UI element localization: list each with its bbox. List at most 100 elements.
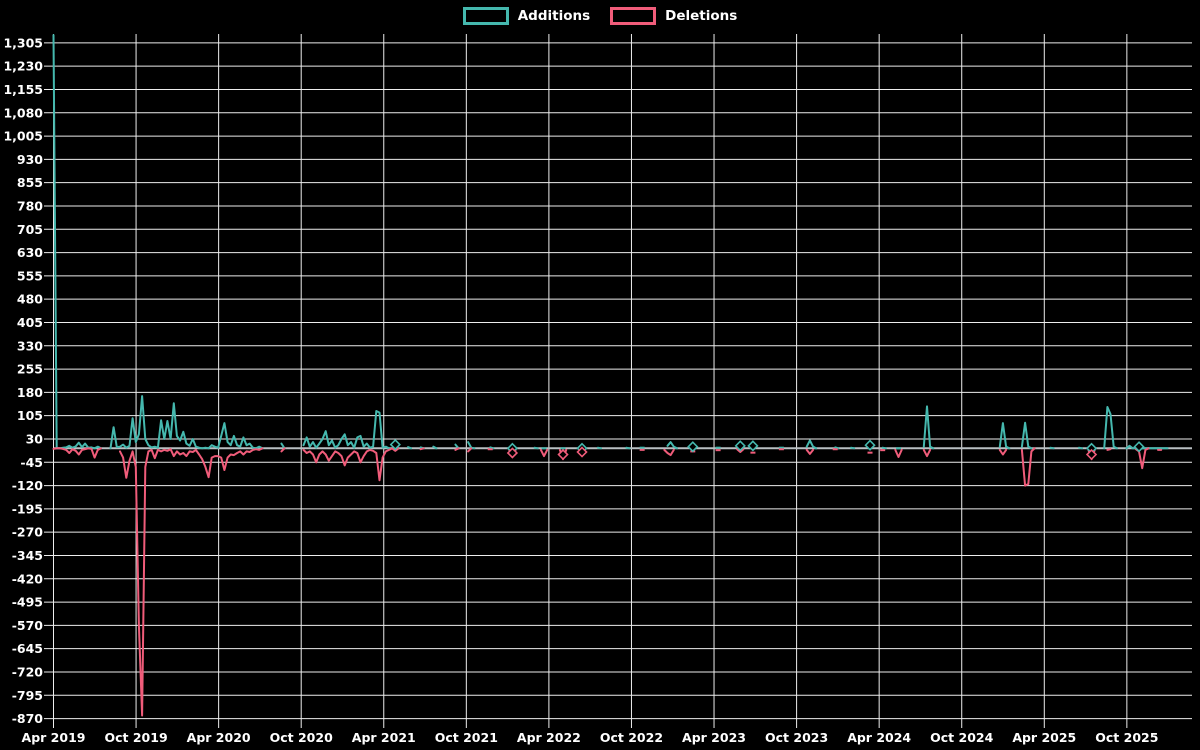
y-axis-tick-label: 1,155: [3, 82, 43, 97]
y-axis-tick-label: -795: [12, 688, 43, 703]
x-axis-tick-label: Oct 2025: [1095, 730, 1158, 745]
x-axis-tick-label: Apr 2023: [682, 730, 746, 745]
y-axis-tick-label: 1,305: [3, 35, 43, 50]
y-axis-tick-label: -120: [12, 478, 44, 493]
additions-line-segment: [489, 446, 495, 450]
x-axis-tick-label: Apr 2022: [517, 730, 581, 745]
additions-line-segment: [1103, 406, 1118, 450]
x-axis-tick-label: Oct 2023: [765, 730, 828, 745]
legend-label-additions: Additions: [517, 8, 591, 24]
deletions-line-segment: [52, 447, 102, 459]
deletions-line-segment: [736, 448, 745, 453]
deletions-line-segment: [467, 447, 473, 453]
additions-line-segment: [302, 410, 400, 450]
additions-line-segment: [1125, 444, 1169, 450]
deletions-line-segment: [663, 448, 675, 457]
additions-point-marker: [747, 440, 759, 452]
y-axis-tick-label: 1,080: [3, 105, 43, 120]
additions-line-segment: [850, 446, 856, 450]
y-axis-tick-label: 555: [17, 268, 43, 283]
additions-line-segment: [596, 446, 602, 450]
legend-item-additions[interactable]: Additions: [462, 7, 591, 25]
x-axis-tick-label: Apr 2020: [187, 730, 251, 745]
chart-legend: Additions Deletions: [0, 7, 1200, 25]
y-axis-tick-label: -720: [12, 664, 44, 679]
additions-line-segment: [998, 422, 1011, 450]
deletions-line-segment: [998, 448, 1008, 456]
legend-item-deletions[interactable]: Deletions: [610, 7, 737, 25]
y-axis-tick-label: -570: [12, 618, 44, 633]
deletions-line-segment: [302, 447, 400, 482]
y-axis-tick-label: 30: [26, 431, 44, 446]
y-axis-tick-label: -45: [20, 455, 43, 470]
deletions-point-marker: [557, 448, 569, 461]
additions-line-segment: [1020, 421, 1033, 450]
additions-line-segment: [805, 439, 818, 450]
additions-swatch-icon: [462, 7, 509, 25]
y-axis-tick-label: 855: [17, 175, 43, 190]
deletions-line-segment: [419, 447, 425, 451]
deletions-line-segment: [539, 448, 549, 458]
deletions-line-segment: [894, 448, 903, 458]
x-axis-tick-label: Apr 2019: [22, 730, 86, 745]
additions-line-segment: [533, 446, 539, 450]
legend-label-deletions: Deletions: [665, 8, 738, 24]
x-axis-tick-label: Oct 2022: [600, 730, 663, 745]
deletions-swatch-icon: [610, 7, 657, 25]
additions-line-segment: [432, 445, 438, 450]
additions-point-marker: [687, 441, 699, 453]
additions-point-marker: [864, 439, 876, 451]
additions-line-segment: [407, 446, 413, 450]
additions-point-marker: [734, 440, 746, 452]
additions-point-marker: [1133, 441, 1145, 453]
x-axis-tick-label: Apr 2024: [847, 730, 911, 745]
x-axis-tick-label: Oct 2021: [435, 730, 498, 745]
deletions-line-segment: [1020, 447, 1036, 487]
y-axis-tick-label: 705: [17, 222, 43, 237]
additions-line-segment: [666, 441, 678, 450]
additions-line-segment: [52, 34, 102, 450]
deletions-line-segment: [454, 447, 460, 451]
y-axis-tick-label: 330: [17, 338, 43, 353]
additions-line-segment: [922, 405, 935, 450]
deletions-point-marker: [576, 446, 588, 458]
x-axis-tick-label: Apr 2025: [1012, 730, 1076, 745]
x-axis-tick-label: Oct 2019: [104, 730, 167, 745]
y-axis-tick-label: 930: [17, 152, 43, 167]
y-axis-tick-label: -870: [12, 711, 44, 726]
y-axis-tick-label: 480: [17, 292, 43, 307]
additions-line-segment: [834, 446, 840, 450]
additions-line-segment: [625, 446, 631, 450]
x-axis-tick-label: Oct 2024: [930, 730, 993, 745]
deletions-point-marker: [506, 447, 519, 459]
y-axis-tick-label: 105: [17, 408, 43, 423]
deletions-line-segment: [1106, 448, 1112, 451]
additions-point-marker: [389, 438, 401, 451]
y-axis-tick-label: 255: [17, 362, 43, 377]
y-axis-tick-label: -270: [12, 525, 44, 540]
deletions-line-segment: [1134, 447, 1150, 470]
y-axis-tick-label: 180: [17, 385, 43, 400]
deletions-line-segment: [280, 447, 286, 453]
y-axis-tick-label: 630: [17, 245, 43, 260]
additions-line-segment: [1049, 446, 1055, 450]
y-axis-tick-label: 1,005: [3, 129, 43, 144]
y-axis-tick-label: 1,230: [3, 59, 43, 74]
y-axis-tick-label: -420: [12, 571, 44, 586]
y-axis-tick-label: 780: [17, 198, 43, 213]
deletions-point-marker: [1085, 448, 1098, 461]
additions-line-segment: [881, 446, 887, 450]
y-axis-tick-label: -645: [12, 641, 43, 656]
y-axis-tick-label: -345: [12, 548, 43, 563]
deletions-line-segment: [119, 447, 264, 717]
x-axis-tick-label: Oct 2020: [270, 730, 333, 745]
additions-line-segment: [1077, 446, 1084, 450]
additions-line-segment: [109, 395, 264, 450]
deletions-line-segment: [922, 448, 932, 458]
deletions-line-segment: [805, 448, 815, 455]
x-axis-tick-label: Apr 2021: [352, 730, 416, 745]
y-axis-tick-label: -195: [12, 501, 43, 516]
y-axis-tick-label: -495: [12, 595, 43, 610]
